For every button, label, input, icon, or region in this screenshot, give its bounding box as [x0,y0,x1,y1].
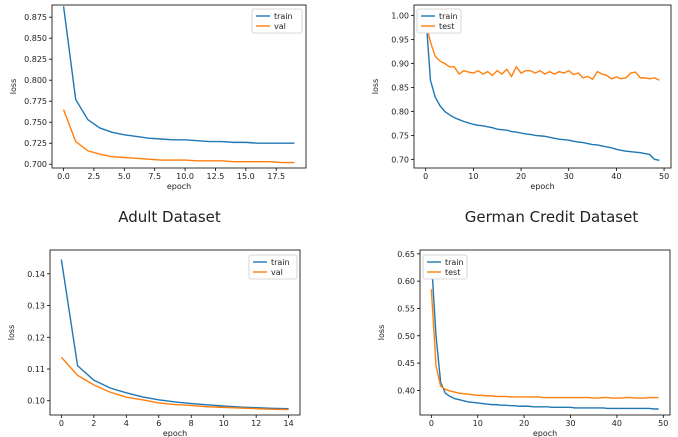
chart1-y-tick-label: 0.750 [24,118,47,127]
chart3-legend-label-val: val [271,268,283,277]
caption-adult-dataset: Adult Dataset [118,208,221,226]
chart1-x-tick-label: 10.0 [176,172,194,181]
chart4-x-tick-label: 40 [612,419,622,428]
chart4-series-test-line [430,289,659,399]
chart4-legend-box [422,254,468,280]
chart4-y-tick-label: 0.45 [397,359,415,368]
chart2-x-tick-label: 50 [659,172,669,181]
chart2-y-tick-label: 0.85 [391,83,409,92]
chart2-y-tick-label: 0.80 [391,107,409,116]
chart2-x-tick-label: 40 [611,172,621,181]
chart3-legend-label-train: train [271,258,290,267]
chart2-y-tick-label: 0.70 [391,155,409,164]
chart1-y-tick-label: 0.800 [24,76,47,85]
chart4-legend-label-train: train [445,258,464,267]
chart4-x-tick-label: 10 [473,419,483,428]
chart1-y-axis-label: loss [9,79,18,94]
chart4-axes-frame [419,249,671,416]
chart1-x-tick-label: 7.5 [148,172,161,181]
chart1-y-tick-label: 0.825 [24,55,47,64]
chart2-series-train-line [424,13,660,162]
chart2-axes-frame [413,4,672,169]
chart2-legend-label-train: train [439,12,458,21]
chart1-x-axis-label: epoch [167,182,191,191]
chart4-y-tick-label: 0.50 [397,332,415,341]
chart4-x-axis-label: epoch [533,429,557,437]
chart4-x-tick-label: 50 [658,419,668,428]
chart3-series-train-line [60,259,289,410]
chart1-x-tick-label: 2.5 [88,172,101,181]
chart1-y-tick-label: 0.775 [24,97,47,106]
chart2-x-tick-label: 30 [564,172,574,181]
chart1-x-tick-label: 17.5 [267,172,285,181]
chart1-x-tick-label: 15.0 [237,172,255,181]
chart2-x-tick-label: 0 [423,172,428,181]
chart4-series-train-line [430,259,659,410]
chart3-x-axis-label: epoch [163,429,187,437]
chart3-y-tick-label: 0.13 [27,302,45,311]
chart1-y-tick-label: 0.875 [24,13,47,22]
chart2-legend-box [416,8,462,34]
chart3-y-tick-label: 0.14 [27,270,45,279]
chart1-y-tick-label: 0.725 [24,139,47,148]
chart1-legend-box [251,8,303,34]
chart3-legend-box [248,254,298,280]
chart3-x-tick-label: 12 [251,419,261,428]
chart1-x-tick-label: 0.0 [57,172,70,181]
chart3-y-axis-label: loss [7,325,16,340]
chart2-y-tick-label: 0.95 [391,36,409,45]
chart3-y-tick-label: 0.10 [27,397,45,406]
chart2-y-tick-label: 0.90 [391,59,409,68]
chart4-y-tick-label: 0.55 [397,304,415,313]
chart4-x-tick-label: 20 [519,419,529,428]
chart2-series-test-line [425,22,660,81]
chart3-y-tick-label: 0.11 [27,365,45,374]
chart2-x-tick-label: 20 [516,172,526,181]
chart3-y-tick-label: 0.12 [27,333,45,342]
chart4-y-tick-label: 0.65 [397,250,415,259]
chart3-x-tick-label: 8 [189,419,194,428]
chart4-y-tick-label: 0.40 [397,386,415,395]
caption-german-credit-dataset: German Credit Dataset [464,208,639,226]
chart4-y-tick-label: 0.60 [397,277,415,286]
chart1-x-tick-label: 12.5 [207,172,225,181]
chart3-axes-frame [49,249,301,416]
chart4-x-tick-label: 30 [565,419,575,428]
chart2-y-tick-label: 0.75 [391,131,409,140]
chart2-legend-label-test: test [439,22,454,31]
chart1-legend-label-train: train [274,12,293,21]
chart1-series-train-line [62,6,295,144]
chart3-x-tick-label: 4 [124,419,129,428]
chart3-series-val-line [60,356,289,411]
chart2-y-axis-label: loss [371,79,380,94]
chart1-x-tick-label: 5.0 [118,172,131,181]
chart2-x-tick-label: 10 [468,172,478,181]
chart1-series-val-line [62,109,295,164]
chart4-legend-label-test: test [445,268,460,277]
chart3-x-tick-label: 10 [219,419,229,428]
chart3-x-tick-label: 2 [91,419,96,428]
chart4-x-tick-label: 0 [429,419,434,428]
chart2-x-axis-label: epoch [530,182,554,191]
chart3-x-tick-label: 6 [156,419,161,428]
chart2-y-tick-label: 1.00 [391,12,409,21]
chart1-y-tick-label: 0.850 [24,34,47,43]
chart3-x-tick-label: 0 [59,419,64,428]
chart1-y-tick-label: 0.700 [24,160,47,169]
chart3-x-tick-label: 14 [284,419,294,428]
chart1-legend-label-val: val [274,22,286,31]
chart1-axes-frame [51,4,307,169]
chart4-y-axis-label: loss [377,325,386,340]
